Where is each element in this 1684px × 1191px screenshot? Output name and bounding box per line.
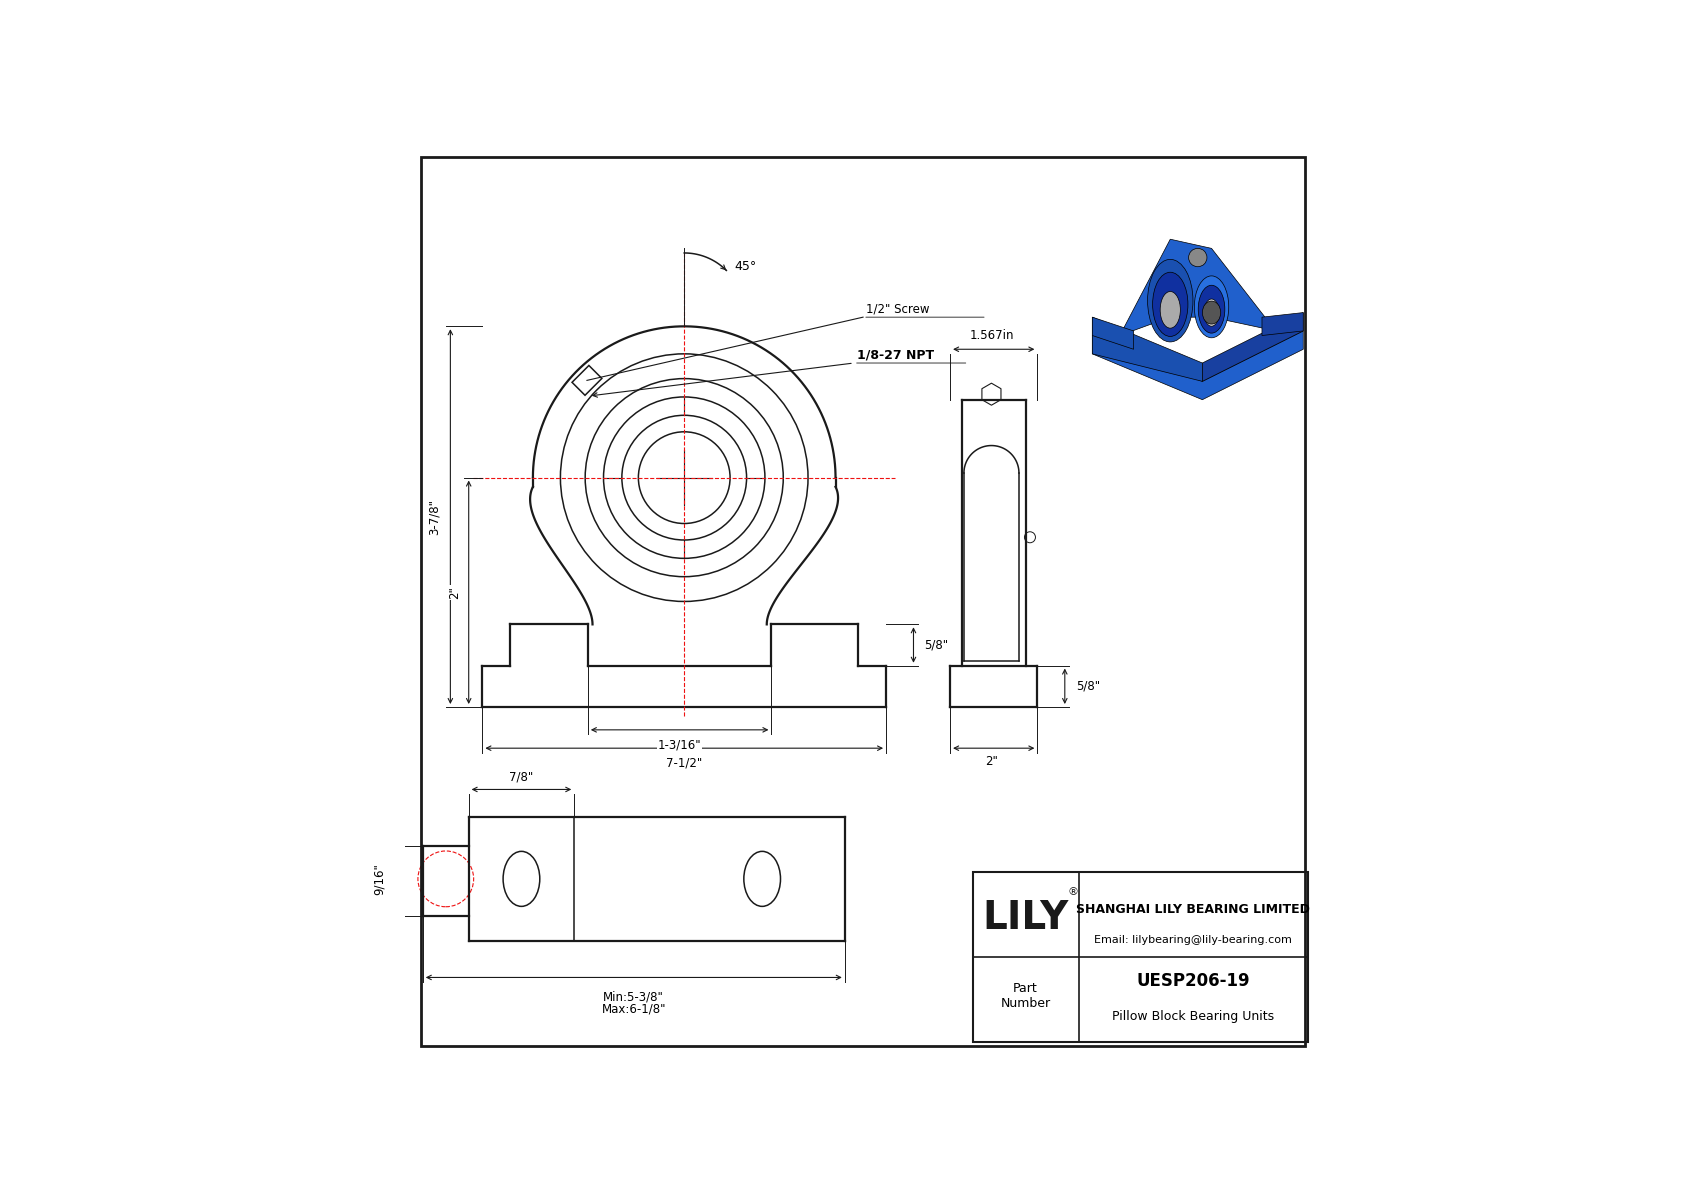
Ellipse shape [1204, 299, 1219, 326]
Text: 2": 2" [985, 755, 999, 768]
Text: 5/8": 5/8" [1076, 680, 1100, 693]
Polygon shape [1261, 312, 1303, 336]
Text: UESP206-19: UESP206-19 [1137, 972, 1250, 990]
Polygon shape [1093, 331, 1303, 400]
Text: 45°: 45° [734, 260, 756, 273]
Text: Min:5-3/8": Min:5-3/8" [603, 990, 663, 1003]
Ellipse shape [1194, 276, 1229, 338]
Ellipse shape [1202, 301, 1221, 324]
Text: 1.567in: 1.567in [970, 329, 1014, 342]
Polygon shape [1120, 239, 1276, 336]
Bar [973, 872, 1308, 1042]
Text: 7-1/2": 7-1/2" [667, 756, 702, 769]
Text: 1/2" Screw: 1/2" Screw [866, 303, 930, 316]
Text: 3-7/8": 3-7/8" [428, 499, 440, 535]
Polygon shape [1202, 312, 1303, 381]
Ellipse shape [1199, 286, 1224, 333]
Ellipse shape [1160, 292, 1180, 329]
Text: SHANGHAI LILY BEARING LIMITED: SHANGHAI LILY BEARING LIMITED [1076, 903, 1310, 916]
Polygon shape [1093, 317, 1133, 349]
Text: 5/8": 5/8" [925, 638, 948, 651]
Ellipse shape [1147, 260, 1192, 342]
Text: 1-3/16": 1-3/16" [658, 738, 702, 752]
Text: 2": 2" [448, 586, 461, 599]
Text: 9/16": 9/16" [372, 863, 386, 894]
Text: ®: ® [1068, 887, 1078, 897]
Text: Email: lilybearing@lily-bearing.com: Email: lilybearing@lily-bearing.com [1095, 935, 1292, 944]
Text: LILY: LILY [982, 899, 1068, 937]
Ellipse shape [1152, 273, 1187, 336]
Polygon shape [1093, 317, 1202, 381]
Circle shape [1189, 249, 1207, 267]
Text: 1/8-27 NPT: 1/8-27 NPT [857, 348, 933, 361]
Text: 7/8": 7/8" [509, 771, 534, 784]
Text: Part
Number: Part Number [1000, 981, 1051, 1010]
Text: Max:6-1/8": Max:6-1/8" [601, 1002, 667, 1015]
Text: Pillow Block Bearing Units: Pillow Block Bearing Units [1111, 1010, 1275, 1023]
